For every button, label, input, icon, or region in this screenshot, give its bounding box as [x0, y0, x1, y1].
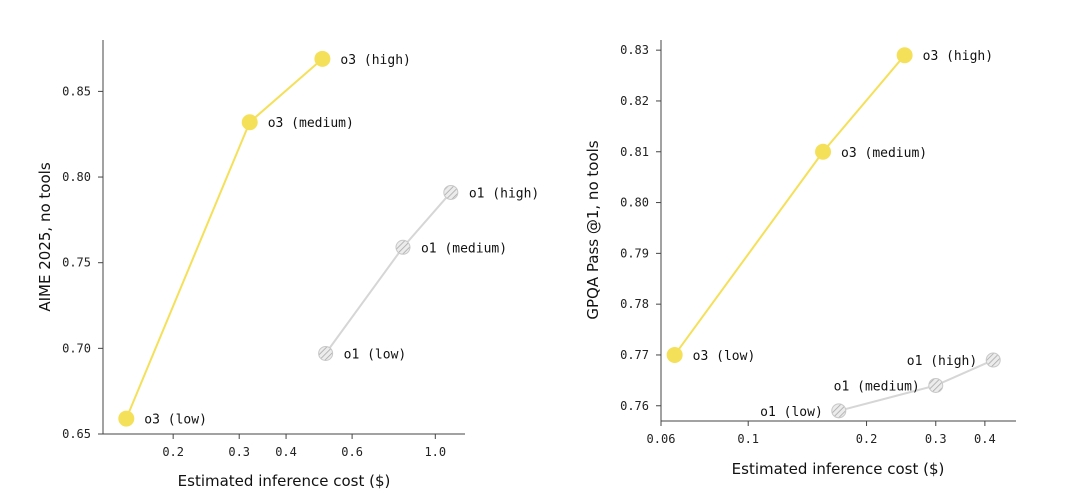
x-tick-label: 0.3: [228, 445, 250, 459]
series-line-o1: [324, 191, 452, 355]
point-label: o3 (low): [144, 413, 207, 428]
y-tick-label: 0.70: [62, 341, 91, 355]
y-tick-label: 0.75: [62, 256, 91, 270]
point-label: o1 (high): [469, 186, 539, 201]
chart-1: 0.65 0.70 0.75 0.80 0.85 0.2 0.3 0.4 0.6 1.0 Estim…: [36, 40, 539, 490]
x-tick-label: 0.2: [856, 432, 878, 446]
data-point-o3: [815, 143, 832, 160]
data-point-o1: [318, 345, 334, 361]
point-label: o3 (medium): [841, 146, 927, 161]
data-point-o1: [443, 184, 459, 200]
series-line-o3: [125, 58, 324, 419]
y-tick-label: 0.85: [62, 84, 91, 98]
y-tick-label: 0.82: [620, 94, 649, 108]
point-label: o3 (low): [693, 349, 756, 364]
chart-2: 0.76 0.77 0.78 0.79 0.80 0.81 0.82 0.83 0.06 0.1 0…: [584, 40, 1016, 478]
y-tick-label: 0.78: [620, 297, 649, 311]
data-point-o3: [666, 346, 683, 363]
point-label: o3 (medium): [268, 116, 354, 131]
data-point-o1: [831, 403, 847, 419]
point-label: o1 (low): [344, 347, 407, 362]
series-o3: o3 (low) o3 (medium) o3 (high): [118, 50, 411, 428]
point-label: o1 (low): [760, 405, 823, 420]
series-o1: o1 (low) o1 (medium) o1 (high): [318, 184, 539, 362]
data-point-o1: [985, 352, 1001, 368]
x-tick-label: 0.1: [737, 432, 759, 446]
data-point-o1: [395, 239, 411, 255]
x-tick-label: 0.3: [925, 432, 947, 446]
y-tick-label: 0.80: [62, 170, 91, 184]
point-label: o3 (high): [923, 49, 993, 64]
y-tick-label: 0.77: [620, 348, 649, 362]
x-tick-label: 0.4: [974, 432, 996, 446]
series-o1: o1 (low) o1 (medium) o1 (high): [760, 352, 1001, 420]
y-tick-label: 0.83: [620, 43, 649, 57]
data-point-o3: [241, 114, 258, 131]
data-point-o3: [314, 50, 331, 67]
y-tick-label: 0.81: [620, 145, 649, 159]
y-tick-label: 0.79: [620, 246, 649, 260]
data-point-o1: [928, 377, 944, 393]
x-axis-title: Estimated inference cost ($): [732, 460, 945, 478]
x-tick-label: 0.6: [341, 445, 363, 459]
x-tick-label: 0.06: [647, 432, 676, 446]
point-label: o1 (high): [907, 354, 977, 369]
data-point-o3: [896, 47, 913, 64]
x-tick-label: 1.0: [424, 445, 446, 459]
point-label: o3 (high): [340, 53, 410, 68]
point-label: o1 (medium): [421, 241, 507, 256]
series-line-o3: [673, 54, 906, 356]
y-tick-label: 0.76: [620, 399, 649, 413]
y-axis-title: GPQA Pass @1, no tools: [584, 140, 602, 319]
y-axis-title: AIME 2025, no tools: [36, 162, 54, 311]
series-o3: o3 (low) o3 (medium) o3 (high): [666, 47, 993, 364]
data-point-o3: [118, 410, 135, 427]
x-tick-label: 0.4: [275, 445, 297, 459]
y-tick-label: 0.65: [62, 427, 91, 441]
x-axis-title: Estimated inference cost ($): [178, 472, 391, 490]
point-label: o1 (medium): [834, 379, 920, 394]
x-tick-label: 0.2: [162, 445, 184, 459]
y-tick-label: 0.80: [620, 196, 649, 210]
